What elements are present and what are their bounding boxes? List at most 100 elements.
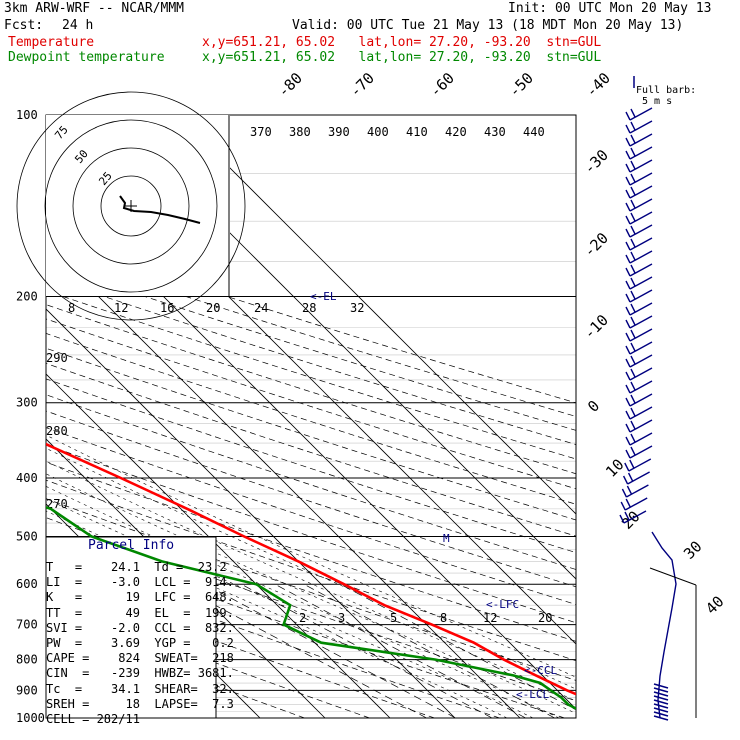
isotherm xyxy=(176,115,576,515)
wind-barb-flag xyxy=(630,134,636,144)
wind-barb xyxy=(620,497,648,511)
hodograph-trace xyxy=(119,195,201,224)
wind-barb-staff xyxy=(629,159,653,173)
wind-barb-staff xyxy=(629,302,653,316)
wind-scale-label: 32 xyxy=(350,301,364,315)
dewpoint-legend-info: x,y=651.21, 65.02 lat,lon= 27.20, -93.20… xyxy=(202,50,602,65)
wind-scale-label: 20 xyxy=(206,301,220,315)
theta-label: 440 xyxy=(523,125,545,139)
wind-barb xyxy=(625,120,653,134)
theta-label: 390 xyxy=(328,125,350,139)
model-title: 3km ARW-WRF -- NCAR/MMM xyxy=(4,1,185,16)
isotherm-label: 40 xyxy=(702,592,728,618)
el-annotation: <-EL xyxy=(310,290,337,303)
wind-barb-flag xyxy=(625,436,631,446)
wind-barb-staff xyxy=(629,185,653,199)
wind-barb xyxy=(625,354,653,368)
forecast-hour: 24 h xyxy=(62,18,94,33)
wind-barb-staff xyxy=(629,263,653,277)
wind-barb xyxy=(625,159,653,173)
parcel-info-row: CIN = -239 HWBZ= 3681. xyxy=(46,666,234,681)
wind-barb-staff xyxy=(629,198,653,212)
hodograph-background xyxy=(46,115,230,296)
wind-barb-flag xyxy=(625,215,631,225)
wind-barb xyxy=(621,484,649,498)
wind-barb-flag xyxy=(630,147,636,157)
wind-barb-flag xyxy=(627,472,634,482)
wind-barb-flag xyxy=(625,241,631,251)
wind-barb xyxy=(625,341,653,355)
temperature-profile xyxy=(46,442,576,696)
wind-barb-flag xyxy=(630,290,636,300)
wind-barb-flag xyxy=(630,446,636,456)
hodograph-ring xyxy=(72,147,190,265)
wind-barb-flag xyxy=(630,277,636,287)
wind-scale-label: 12 xyxy=(114,301,128,315)
low-level-wind-barb xyxy=(653,711,669,717)
wind-barb-flag xyxy=(630,368,636,378)
wind-barb-staff xyxy=(626,484,649,498)
dewpoint-profile xyxy=(46,505,576,710)
wind-barb xyxy=(625,237,653,251)
wind-barb-flag xyxy=(625,410,631,420)
wind-barb-staff xyxy=(629,354,653,368)
wind-scale-label: 16 xyxy=(160,301,174,315)
barb-legend-units: 5 m s xyxy=(642,96,672,107)
wind-barb xyxy=(625,419,653,433)
wind-barb xyxy=(625,211,653,225)
dry-adiabat xyxy=(46,237,576,404)
wind-barb-flag xyxy=(630,108,636,118)
wind-barb-flag xyxy=(624,462,630,472)
wind-barb-flag xyxy=(630,212,636,222)
wind-barb xyxy=(625,185,653,199)
wind-barb-staff xyxy=(629,328,653,342)
wind-barb xyxy=(625,276,653,290)
isotherm-label: -50 xyxy=(505,69,537,101)
wind-barb-flag xyxy=(630,264,636,274)
wind-barb-flag xyxy=(630,433,636,443)
wind-barb-flag xyxy=(625,306,631,316)
isotherm xyxy=(46,243,521,718)
isotherm xyxy=(46,438,326,718)
wind-barb-flag xyxy=(630,199,636,209)
low-level-wind-barb xyxy=(653,703,669,709)
dry-adiabat xyxy=(46,498,576,681)
theta-label-left: 290 xyxy=(46,351,68,365)
pressure-label-100: 100 xyxy=(16,108,38,122)
wind-barb-flag xyxy=(625,319,631,329)
theta-label: 410 xyxy=(406,125,428,139)
wind-barb-flag xyxy=(625,228,631,238)
pressure-label-500: 500 xyxy=(16,529,38,543)
wind-barb-flag xyxy=(625,397,631,407)
wind-barb-flag xyxy=(630,394,636,404)
wind-barb-flag xyxy=(625,332,631,342)
wind-barb-flag xyxy=(630,303,636,313)
parcel-info-row: SVI = -2.0 CCL = 832. xyxy=(46,620,234,635)
wind-barb-flag xyxy=(629,459,635,469)
wind-barb-flag xyxy=(625,371,631,381)
hodograph-ring xyxy=(100,175,162,237)
wind-barb-flag xyxy=(630,407,636,417)
wind-barb xyxy=(622,471,650,485)
wind-barb-staff xyxy=(629,276,653,290)
mixing-ratio-label: 12 xyxy=(483,611,497,625)
wind-barb-staff xyxy=(629,224,653,238)
plot-border xyxy=(45,114,577,719)
wind-barb-flag xyxy=(625,498,631,508)
wind-barb-flag xyxy=(630,121,636,131)
low-level-wind-barb xyxy=(653,691,669,697)
low-level-wind-barb xyxy=(653,707,669,713)
wind-barb-flag xyxy=(625,293,631,303)
theta-label: 420 xyxy=(445,125,467,139)
wind-barb xyxy=(619,510,647,524)
wind-barb-flag xyxy=(625,202,631,212)
parcel-info-title: Parcel Info xyxy=(88,538,175,553)
wind-barb xyxy=(625,406,653,420)
pressure-label-800: 800 xyxy=(16,653,38,667)
wind-barb-staff xyxy=(629,419,653,433)
isotherm-label: -70 xyxy=(346,69,378,101)
pressure-label-1000: 1000 xyxy=(16,711,45,725)
forecast-label: Fcst: xyxy=(4,18,44,33)
pressure-label-600: 600 xyxy=(16,577,38,591)
wind-barb-staff xyxy=(629,250,653,264)
